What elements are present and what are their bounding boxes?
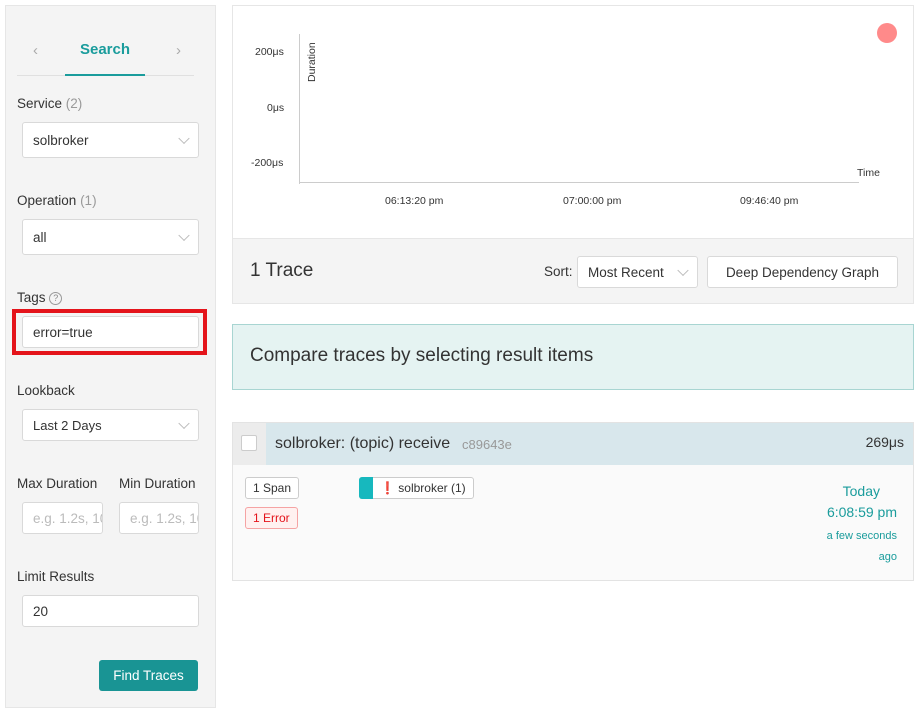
service-tag: ❗ solbroker (1): [359, 477, 474, 499]
highlight-box: [12, 309, 207, 355]
service-label: Service (2): [17, 96, 83, 111]
chevron-down-icon: [178, 417, 190, 430]
limit-label: Limit Results: [17, 569, 95, 584]
trace-title[interactable]: solbroker: (topic) receive: [275, 435, 451, 452]
y-tick: 0μs: [267, 102, 285, 114]
x-tick: 09:46:40 pm: [740, 195, 799, 207]
compare-banner: Compare traces by selecting result items: [232, 324, 914, 390]
trace-id: c89643e: [462, 437, 512, 452]
trace-relative-time: a few seconds ago: [826, 530, 897, 563]
sort-label: Sort:: [544, 264, 573, 279]
span-count-badge: 1 Span: [245, 477, 300, 499]
chevron-down-icon: [178, 132, 190, 145]
trace-point[interactable]: [877, 23, 897, 43]
tags-label: Tags ?: [17, 290, 63, 305]
x-tick: 07:00:00 pm: [563, 195, 622, 207]
help-icon[interactable]: ?: [49, 291, 63, 305]
lookback-label: Lookback: [17, 383, 75, 398]
scatter-plot: 200μs 0μs -200μs Duration Time 06:13:20 …: [232, 5, 914, 239]
chevron-right-icon[interactable]: ›: [176, 42, 181, 59]
sort-select[interactable]: Most Recent: [577, 256, 698, 288]
tags-input[interactable]: error=true: [22, 316, 199, 348]
error-count-badge: 1 Error: [245, 507, 298, 529]
trace-count: 1 Trace: [250, 260, 314, 281]
y-tick: 200μs: [255, 46, 284, 58]
y-axis-label: Duration: [306, 42, 318, 82]
service-select[interactable]: solbroker: [22, 122, 199, 158]
x-axis-label: Time: [857, 167, 880, 179]
trace-result-item[interactable]: solbroker: (topic) receive c89643e 269μs…: [232, 422, 914, 581]
chevron-left-icon[interactable]: ‹: [33, 42, 38, 59]
y-tick: -200μs: [251, 157, 284, 169]
max-duration-label: Max Duration: [17, 476, 98, 491]
tab-search[interactable]: Search: [65, 41, 145, 76]
chevron-down-icon: [677, 264, 689, 277]
operation-select[interactable]: all: [22, 219, 199, 255]
find-traces-button[interactable]: Find Traces: [99, 660, 198, 691]
min-duration-input[interactable]: e.g. 1.2s, 100ms, 500us: [119, 502, 199, 534]
sidebar-tabs: ‹ Search ›: [17, 28, 194, 76]
max-duration-input[interactable]: e.g. 1.2s, 100ms, 500us: [22, 502, 103, 534]
lookback-select[interactable]: Last 2 Days: [22, 409, 199, 441]
results-header: 1 Trace Sort: Most Recent Deep Dependenc…: [232, 238, 914, 304]
operation-label: Operation (1): [17, 193, 97, 208]
trace-day: Today: [842, 483, 880, 499]
deep-dependency-graph-button[interactable]: Deep Dependency Graph: [707, 256, 898, 288]
trace-time: 6:08:59 pm: [826, 504, 897, 520]
min-duration-label: Min Duration: [119, 476, 196, 491]
x-tick: 06:13:20 pm: [385, 195, 444, 207]
trace-checkbox[interactable]: [233, 423, 266, 465]
error-icon: ❗: [380, 481, 395, 495]
trace-duration: 269μs: [865, 434, 904, 450]
chevron-down-icon: [178, 229, 190, 242]
limit-input[interactable]: 20: [22, 595, 199, 627]
